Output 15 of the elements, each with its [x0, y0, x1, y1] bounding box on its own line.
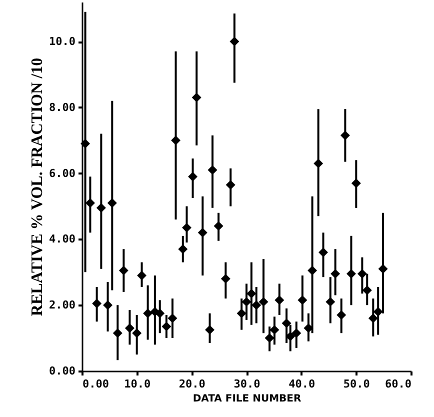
x-tick-label: 20.0 [178, 378, 206, 390]
y-tick-label: 4.00 [49, 232, 76, 246]
x-tick-label: 60.0 [385, 378, 412, 390]
y-axis-title: RELATIVE % VOL. FRACTION /10 [29, 58, 46, 316]
x-tick-label: 30.0 [234, 378, 260, 390]
x-axis-title: DATA FILE NUMBER [192, 394, 302, 404]
y-tick-label: 2.00 [49, 298, 76, 312]
y-tick-label: 10.0 [49, 35, 76, 48]
x-tick-label: 40.0 [288, 378, 316, 390]
y-tick-label: 8.00 [49, 100, 76, 114]
y-tick-label: 0.00 [49, 364, 76, 378]
x-tick-label: 50.0 [343, 378, 370, 390]
y-tick-label: 6.00 [49, 166, 76, 180]
x-tick-label: 10.0 [124, 378, 151, 390]
x-tick-label: 0.00 [82, 378, 109, 390]
